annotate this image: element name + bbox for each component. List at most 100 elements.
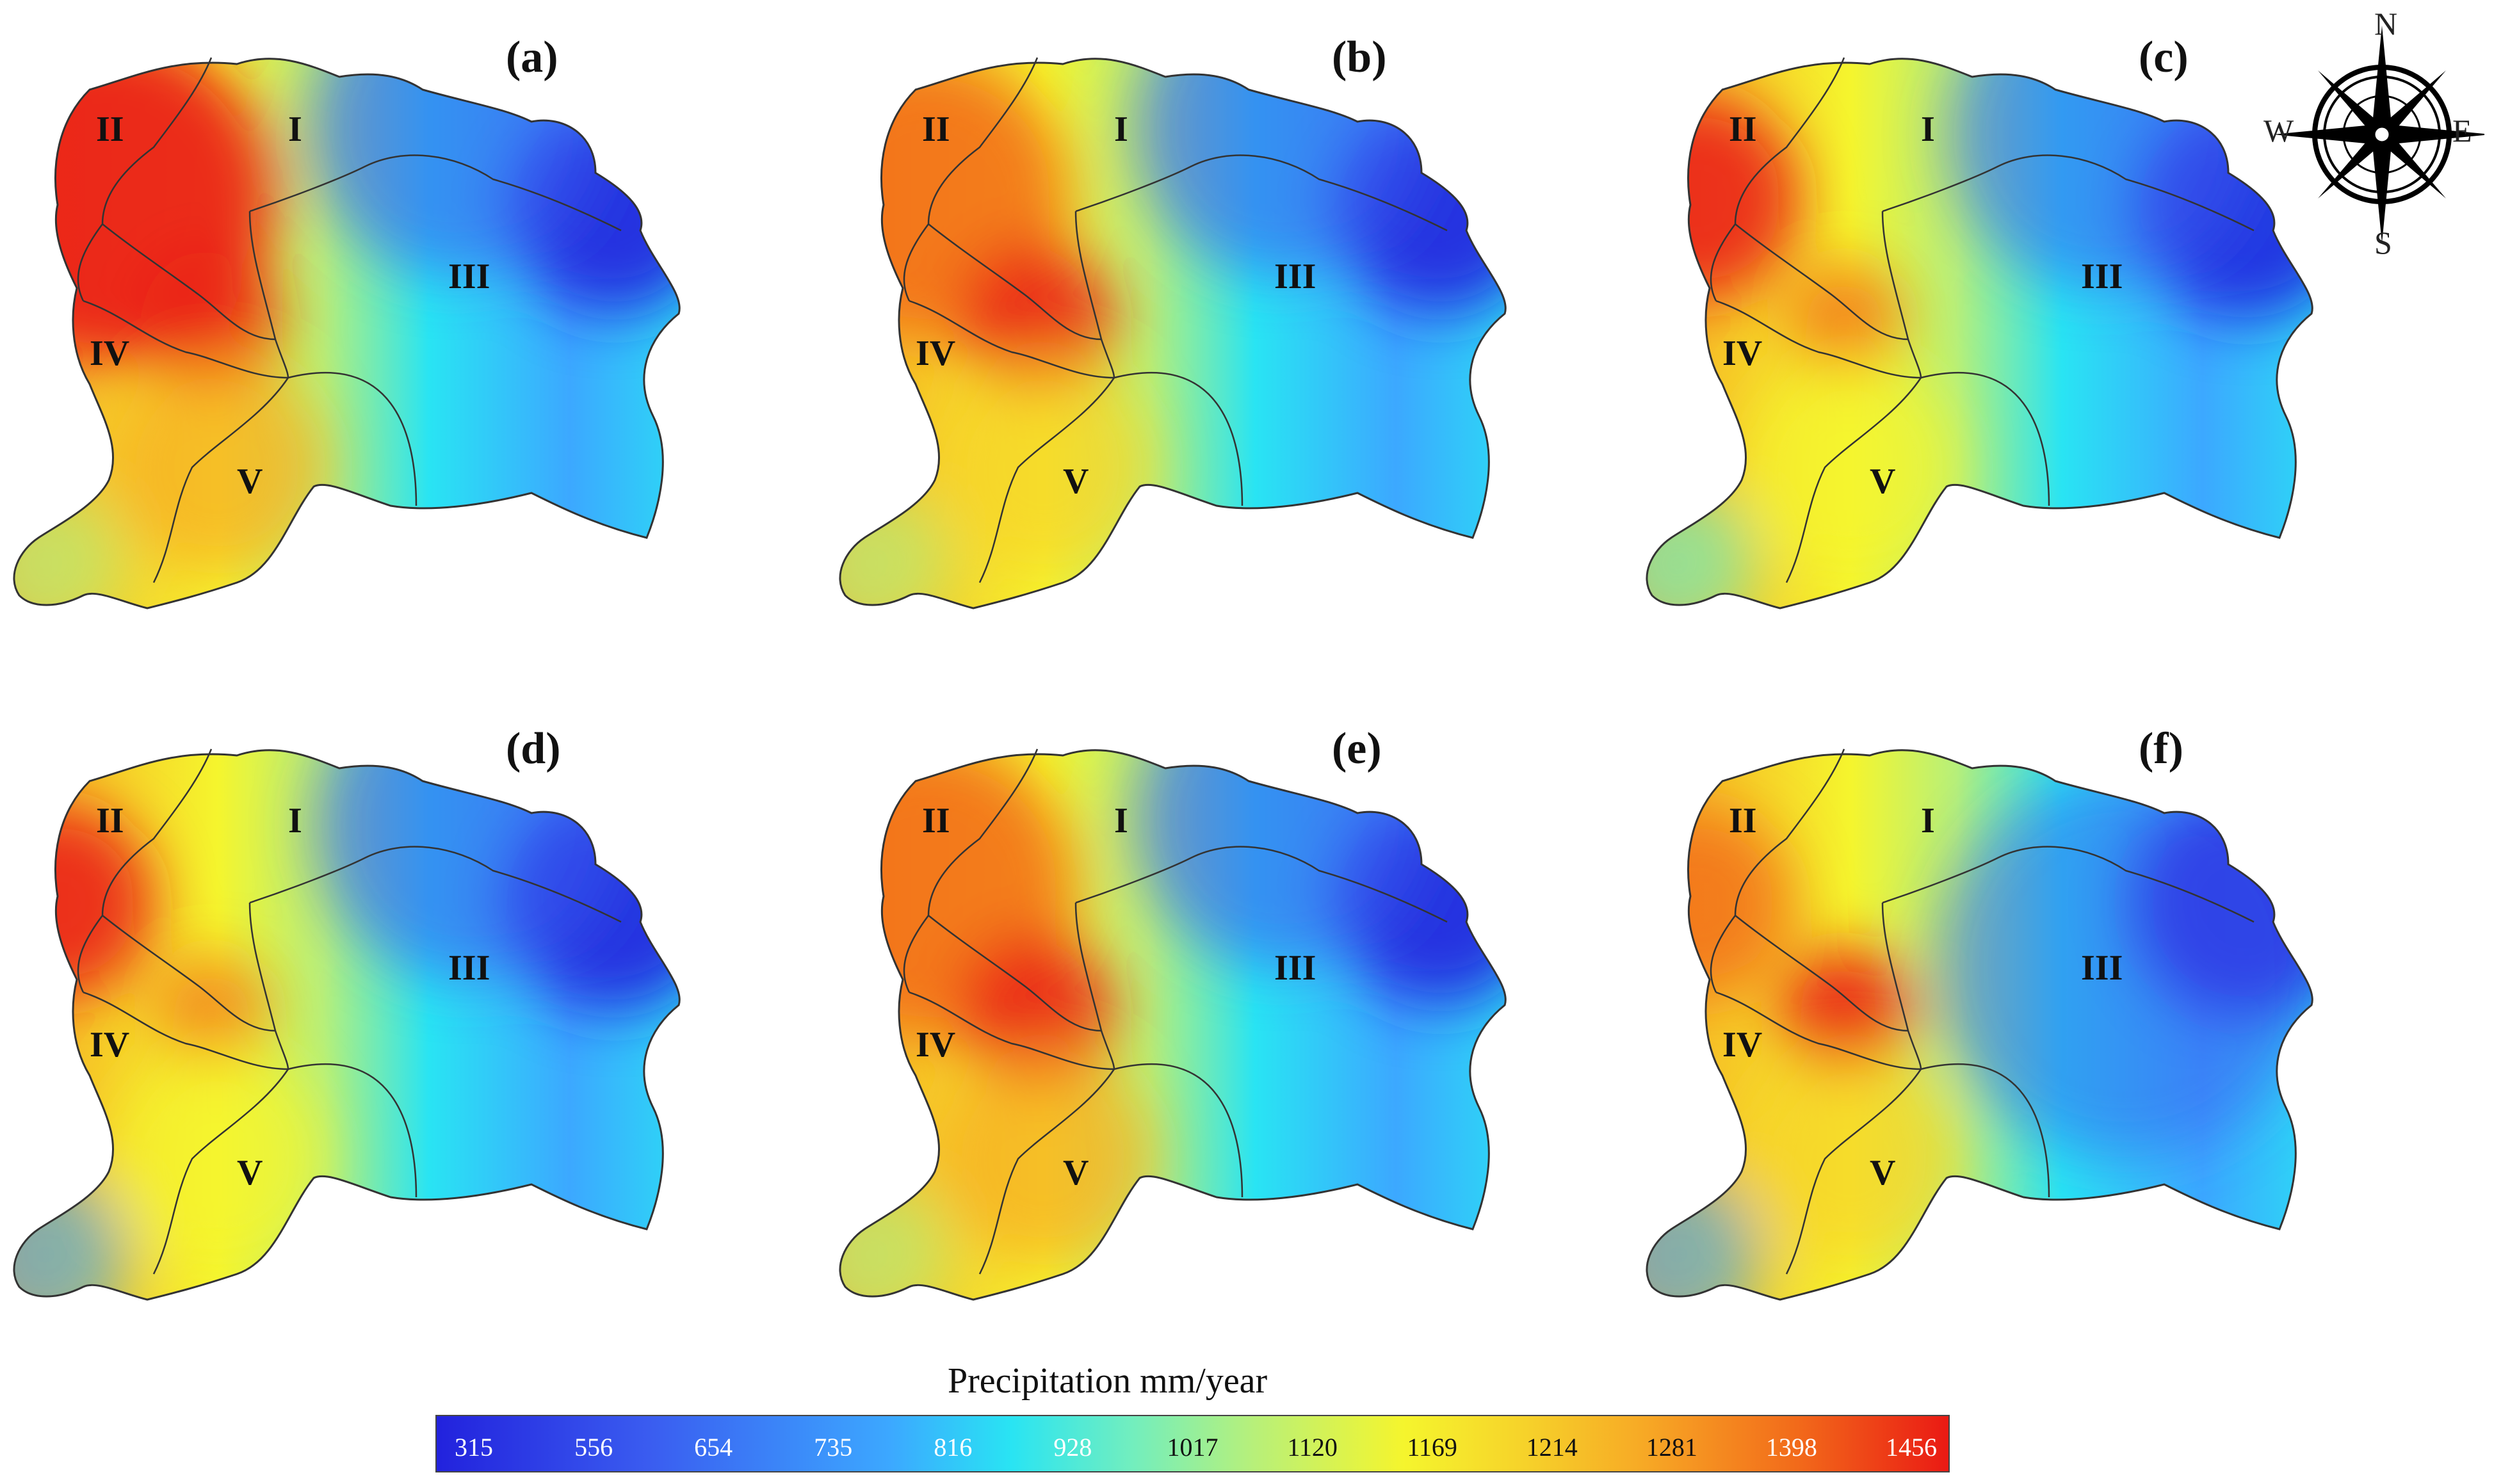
precipitation-map: [13, 748, 681, 1301]
legend-tick-label: 1169: [1407, 1433, 1457, 1462]
subbasin-boundary: [1113, 371, 1243, 506]
region-label-r5: V: [1063, 1153, 1089, 1193]
subbasin-boundary: [83, 300, 289, 379]
basin-boundary: [1646, 58, 2313, 609]
region-label-r1: I: [1921, 801, 1935, 841]
subbasin-boundary: [152, 377, 289, 583]
region-label-r1: I: [1921, 109, 1935, 149]
region-label-r1: I: [288, 109, 302, 149]
precipitation-map: [1646, 748, 2313, 1301]
region-label-r5: V: [1870, 462, 1896, 501]
subbasin-boundary: [102, 223, 276, 341]
subbasin-boundary: [1075, 154, 1448, 232]
basin-boundary: [13, 58, 681, 609]
region-label-r3: III: [2081, 257, 2123, 296]
subbasin-boundary: [1785, 377, 1922, 583]
region-label-r4: IV: [916, 334, 956, 373]
panel-label: (a): [506, 33, 558, 82]
basin-boundary: [1646, 749, 2313, 1301]
subbasin-boundary: [102, 915, 276, 1032]
region-label-r4: IV: [1722, 1025, 1763, 1065]
panel-label: (d): [506, 724, 561, 773]
panel-label: (e): [1332, 724, 1382, 773]
east-label: E: [2452, 113, 2472, 149]
subbasin-boundary: [978, 377, 1115, 583]
north-label: N: [2374, 6, 2398, 42]
legend-tick-label: 1214: [1526, 1433, 1578, 1462]
basin-boundary: [839, 749, 1507, 1301]
precipitation-map: [839, 57, 1507, 609]
subbasin-boundary: [1074, 211, 1115, 378]
legend-tick-label: 1456: [1886, 1433, 1937, 1462]
legend-tick-label: 1281: [1646, 1433, 1697, 1462]
map-panel: (f) I II III IV V: [1639, 711, 2344, 1312]
subbasin-boundary: [1074, 902, 1115, 1070]
subbasin-boundary: [1113, 1063, 1243, 1198]
compass-rose-icon: [2273, 26, 2484, 243]
precipitation-map: [839, 748, 1507, 1301]
subbasin-boundary: [248, 902, 289, 1070]
map-panel: (e) I II III IV V: [832, 711, 1537, 1312]
region-label-r1: I: [288, 801, 302, 841]
subbasin-boundary: [287, 1063, 417, 1198]
subbasin-boundary: [248, 211, 289, 378]
subbasin-boundary: [77, 748, 213, 993]
basin-boundary: [13, 749, 681, 1301]
map-panel: (c) I II III IV V: [1639, 19, 2344, 621]
subbasin-boundary: [909, 300, 1115, 379]
subbasin-boundary: [903, 748, 1039, 993]
legend-tick-label: 1398: [1765, 1433, 1817, 1462]
north-arrow: N S E W: [2263, 6, 2484, 262]
region-label-r2: II: [1729, 801, 1757, 841]
region-label-r3: III: [1274, 948, 1316, 988]
legend-tick-label: 928: [1053, 1433, 1092, 1462]
subbasin-boundary: [152, 1069, 289, 1275]
region-label-r2: II: [922, 801, 950, 841]
region-label-r4: IV: [1722, 334, 1763, 373]
region-label-r2: II: [96, 801, 124, 841]
subbasin-boundary: [1882, 154, 2255, 232]
subbasin-boundary: [249, 846, 622, 923]
subbasin-boundary: [1710, 748, 1845, 993]
map-panel: (b) I II III IV V: [832, 19, 1537, 621]
precipitation-map: [1646, 57, 2313, 609]
legend-color-bar: [435, 1415, 1950, 1472]
legend-title: Precipitation mm/year: [948, 1361, 1268, 1401]
panel-label: (f): [2139, 724, 2183, 773]
map-panel: (a) I II III IV V: [6, 19, 711, 621]
legend-tick-label: 1120: [1287, 1433, 1338, 1462]
region-label-r1: I: [1114, 801, 1128, 841]
subbasin-boundary: [928, 915, 1102, 1032]
subbasin-boundary: [1882, 846, 2255, 923]
region-label-r4: IV: [90, 1025, 130, 1065]
panel-label: (b): [1332, 33, 1387, 82]
subbasin-boundary: [83, 991, 289, 1070]
subbasin-boundary: [909, 991, 1115, 1070]
subbasin-boundary: [1715, 991, 1922, 1070]
region-label-r1: I: [1114, 109, 1128, 149]
region-label-r2: II: [922, 109, 950, 149]
legend-tick-label: 816: [934, 1433, 973, 1462]
region-label-r3: III: [448, 948, 490, 988]
basin-boundary: [839, 58, 1507, 609]
subbasin-boundary: [1715, 300, 1922, 379]
precipitation-map: [13, 57, 681, 609]
subbasin-boundary: [978, 1069, 1115, 1275]
subbasin-boundary: [287, 371, 417, 506]
region-label-r5: V: [1063, 462, 1089, 501]
legend-tick-label: 735: [814, 1433, 853, 1462]
subbasin-boundary: [1881, 211, 1922, 378]
region-label-r3: III: [2081, 948, 2123, 988]
region-label-r3: III: [448, 257, 490, 296]
subbasin-boundary: [1735, 223, 1909, 341]
region-label-r4: IV: [916, 1025, 956, 1065]
south-label: S: [2374, 225, 2392, 261]
legend-tick-label: 315: [455, 1433, 493, 1462]
subbasin-boundary: [928, 223, 1102, 341]
subbasin-boundary: [1735, 915, 1909, 1032]
subbasin-boundary: [903, 57, 1039, 302]
subbasin-boundary: [1785, 1069, 1922, 1275]
panel-label: (c): [2139, 33, 2189, 82]
subbasin-boundary: [1075, 846, 1448, 923]
region-label-r3: III: [1274, 257, 1316, 296]
